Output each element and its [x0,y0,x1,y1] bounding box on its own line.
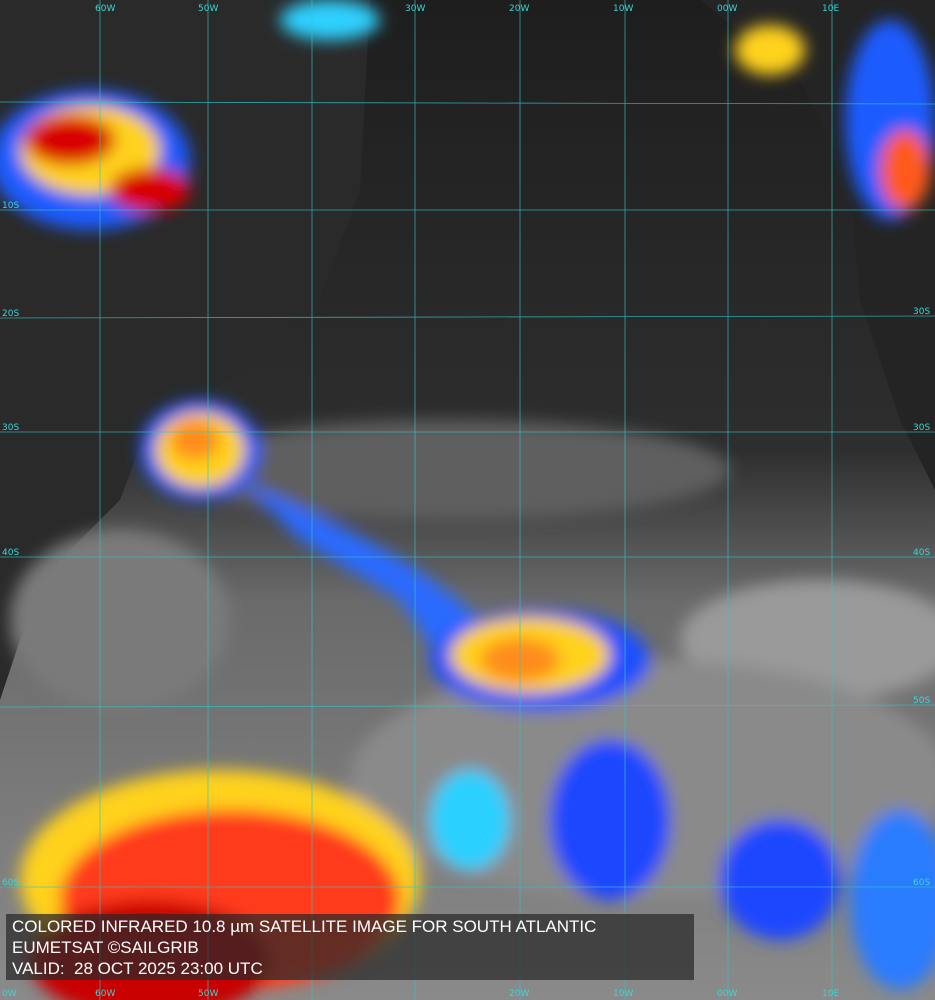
lon-label: 50W [198,989,218,999]
graticule-labels: 60W 50W 30W 20W 10W 00W 10E 0W 60W 50W 2… [2,4,930,999]
lon-label: 10E [822,989,839,999]
lat-label: 40S [2,548,19,558]
caption-line: VALID: 28 OCT 2025 23:00 UTC [12,959,263,978]
caption: COLORED INFRARED 10.8 µm SATELLITE IMAGE… [6,914,694,980]
caption-line: COLORED INFRARED 10.8 µm SATELLITE IMAGE… [12,917,597,936]
caption-line: EUMETSAT ©SAILGRIB [12,938,199,957]
lon-label: 30W [405,4,425,14]
lat-label: 50S [913,696,930,706]
lat-label: 30S [913,307,930,317]
lat-label: 30S [2,423,19,433]
lat-label: 60S [2,878,19,888]
lon-label: 0W [2,989,17,999]
lon-label: 10E [822,4,839,14]
lon-label: 00W [717,989,737,999]
lon-label: 00W [717,4,737,14]
lat-label: 10S [2,201,19,211]
lon-label: 60W [95,4,115,14]
lon-label: 20W [509,4,529,14]
lon-label: 10W [613,989,633,999]
lat-label: 40S [913,548,930,558]
lat-label: 60S [913,878,930,888]
lat-label: 30S [913,423,930,433]
lon-label: 60W [95,989,115,999]
lon-label: 10W [613,4,633,14]
lon-label: 50W [198,4,218,14]
lon-label: 20W [509,989,529,999]
lat-label: 20S [2,309,19,319]
